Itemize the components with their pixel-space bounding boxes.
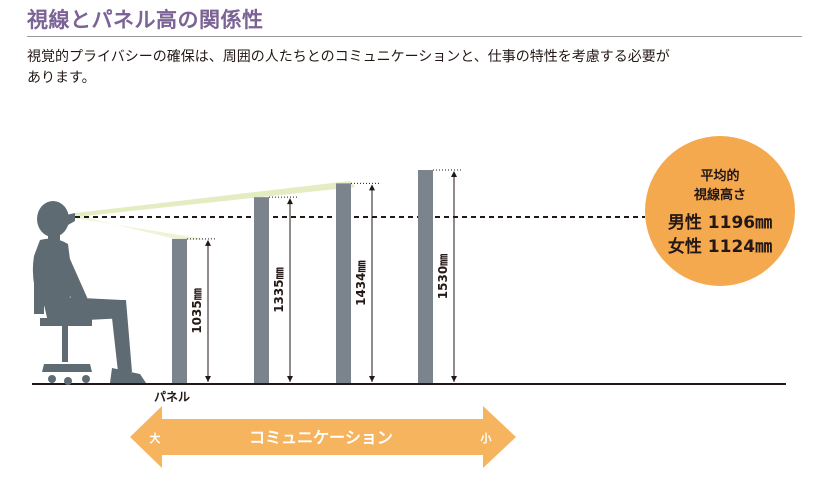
- page-title: 視線とパネル高の関係性: [27, 8, 264, 32]
- panel-height-label: 1335㎜: [272, 267, 286, 312]
- communication-arrow: コミュニケーション 大 小: [130, 406, 516, 468]
- badge-female-height: 女性 1124㎜: [668, 236, 772, 257]
- description-line-2: あります。: [27, 70, 96, 86]
- panel-height-label: 1035㎜: [190, 288, 204, 333]
- average-eye-level-badge: 平均的 視線高さ 男性 1196㎜ 女性 1124㎜: [645, 136, 795, 286]
- panels-layer: 1035㎜ 1335㎜ 1434㎜ 1530㎜: [172, 169, 461, 383]
- panel-2: 1335㎜: [254, 196, 297, 383]
- panel-bar: [254, 197, 269, 383]
- arrowhead-up-icon: [287, 198, 293, 205]
- seated-person-icon: [32, 201, 146, 385]
- sightline-cone-lower: [75, 215, 210, 240]
- arrowhead-up-icon: [451, 171, 457, 178]
- panel-1: 1035㎜: [172, 238, 215, 383]
- badge-male-height: 男性 1196㎜: [668, 212, 772, 233]
- arrowhead-down-icon: [451, 376, 457, 382]
- arrowhead-up-icon: [205, 239, 211, 246]
- arrowhead-down-icon: [369, 376, 375, 382]
- panel-bar: [172, 238, 187, 383]
- arrowhead-down-icon: [287, 376, 293, 382]
- title-divider: [27, 36, 802, 37]
- panel-bar: [336, 183, 351, 383]
- description-line-1: 視覚的プライバシーの確保は、周囲の人たちとのコミュニケーションと、仕事の特性を考…: [27, 49, 670, 65]
- description: 視覚的プライバシーの確保は、周囲の人たちとのコミュニケーションと、仕事の特性を考…: [27, 47, 787, 89]
- badge-circle: [645, 136, 795, 286]
- badge-title-line-1: 平均的: [700, 168, 739, 184]
- panel-caption: パネル: [154, 390, 190, 404]
- panel-4: 1530㎜: [418, 169, 461, 383]
- arrow-shape: [130, 406, 516, 468]
- panel-3: 1434㎜: [336, 182, 379, 383]
- arrow-left-end: 大: [150, 431, 161, 445]
- badge-title-line-2: 視線高さ: [693, 187, 746, 203]
- panel-height-label: 1434㎜: [354, 260, 368, 305]
- arrow-label: コミュニケーション: [249, 428, 393, 447]
- arrowhead-down-icon: [205, 376, 211, 382]
- arrow-right-end: 小: [480, 431, 492, 445]
- panel-bar: [418, 170, 433, 383]
- arrowhead-up-icon: [369, 184, 375, 191]
- panel-height-label: 1530㎜: [436, 254, 450, 299]
- sightline-cone: [75, 181, 355, 217]
